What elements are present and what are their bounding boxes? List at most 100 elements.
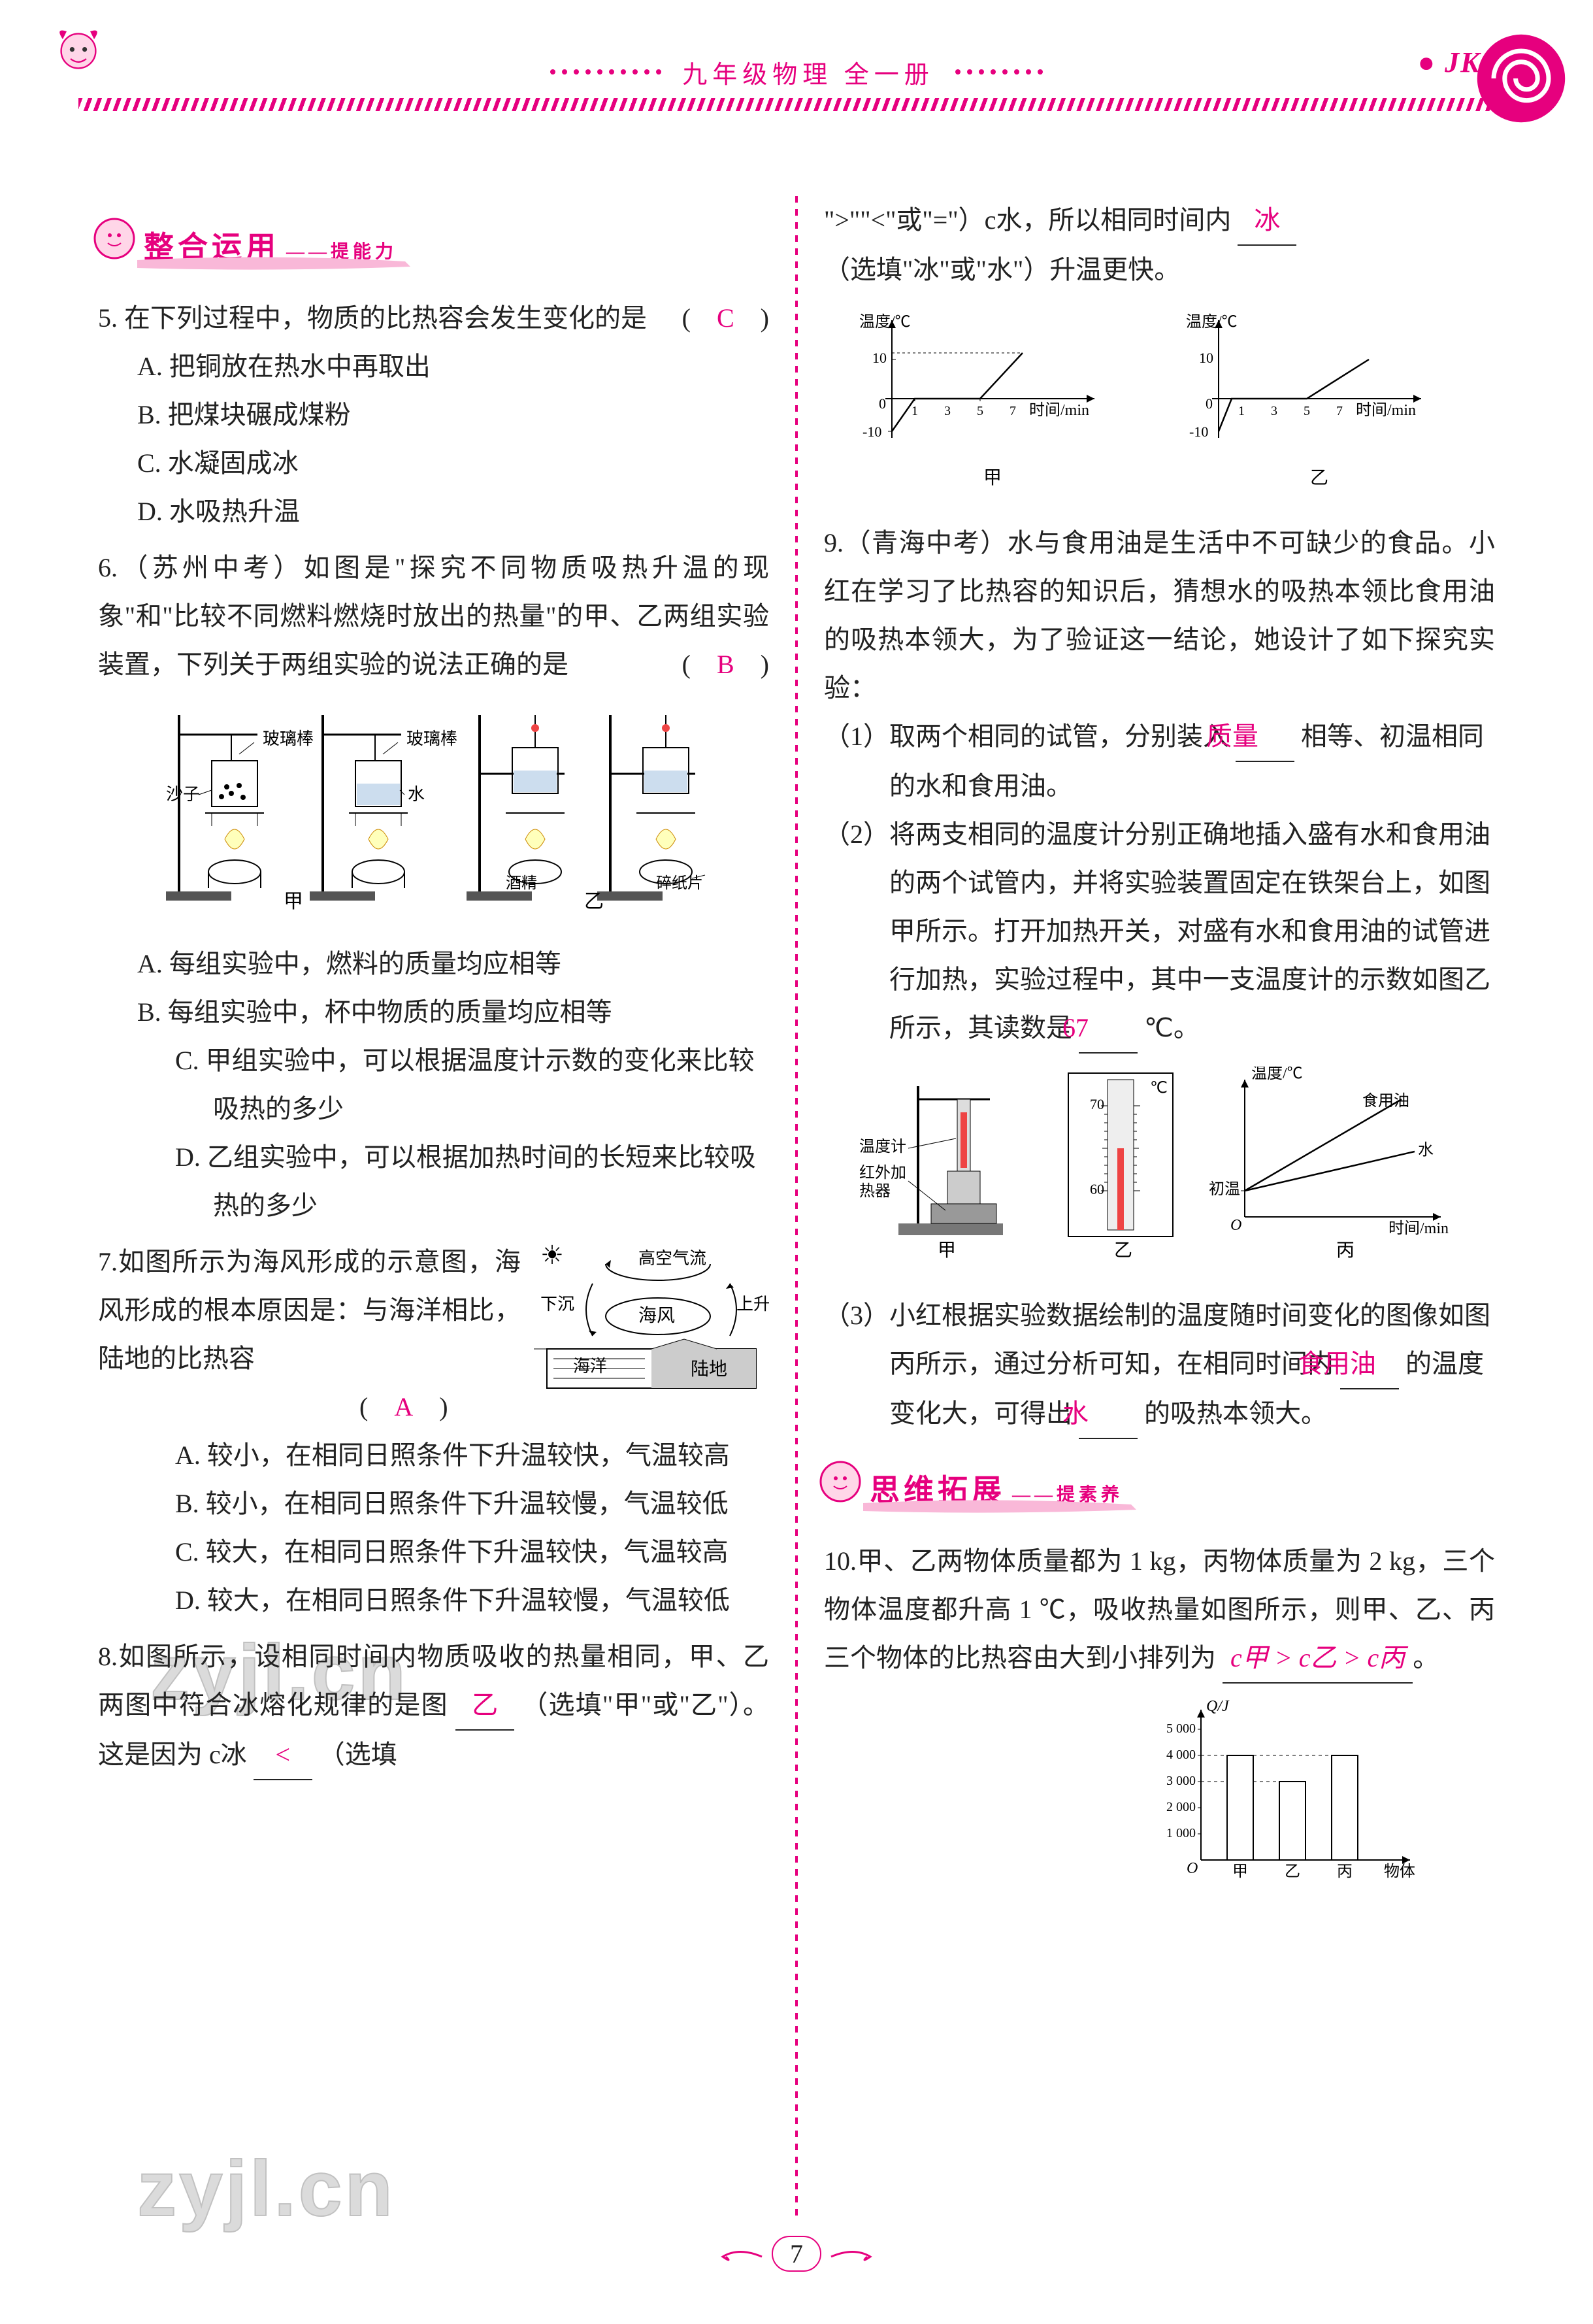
q9-figure: 温度计 红外加 热器 甲 70 60 (824, 1067, 1495, 1278)
q8-answer-3: 冰 (1238, 196, 1296, 246)
svg-text:0: 0 (1206, 395, 1213, 412)
svg-text:5 000: 5 000 (1166, 1721, 1196, 1736)
q5-stem: 在下列过程中，物质的比热容会发生变化的是 (124, 303, 647, 333)
svg-text:7: 7 (1010, 404, 1016, 418)
svg-text:温度计: 温度计 (859, 1138, 906, 1155)
q6-choice-b: B. 每组实验中，杯中物质的质量均应相等 (137, 988, 769, 1037)
q8-top-b: （选填"冰"或"水"）升温更快。 (824, 246, 1495, 294)
swoosh-underline (137, 254, 412, 273)
q9-p3-ans2: 水 (1079, 1389, 1138, 1439)
q10-number: 10. (824, 1546, 857, 1576)
q5-choice-a: A. 把铜放在热水中再取出 (137, 342, 769, 391)
swirl-right-icon (828, 2244, 880, 2270)
svg-text:初温: 初温 (1209, 1180, 1240, 1198)
q6-figure: 玻璃棒 沙子 玻璃棒 (98, 702, 769, 927)
q7-choice-a: A. 较小，在相同日照条件下升温较快，气温较高 (175, 1431, 769, 1480)
section-badge-icon (91, 216, 137, 261)
right-column: ">""<"或"="）c水，所以相同时间内 冰 （选填"冰"或"水"）升温更快。… (804, 196, 1515, 2222)
svg-text:时间/min: 时间/min (1356, 401, 1416, 419)
svg-text:物体: 物体 (1384, 1863, 1415, 1880)
section-header-integration: 整合运用——提能力 (98, 216, 769, 274)
q10-ans: c甲 > c乙 > c丙 (1223, 1634, 1413, 1684)
svg-text:1: 1 (1238, 404, 1245, 418)
svg-text:温度/℃: 温度/℃ (1251, 1067, 1303, 1082)
svg-text:5: 5 (1304, 404, 1310, 418)
q10-stem-b: 。 (1413, 1643, 1439, 1672)
svg-text:酒精: 酒精 (506, 874, 537, 892)
q8-top-a: ">""<"或"="）c水，所以相同时间内 (824, 205, 1231, 235)
q8-answer-1: 乙 (455, 1681, 514, 1731)
svg-text:3 000: 3 000 (1166, 1774, 1196, 1788)
svg-text:3: 3 (1271, 404, 1277, 418)
q9-p3-ans1: 食用油 (1340, 1340, 1399, 1389)
svg-text:海洋: 海洋 (573, 1357, 607, 1376)
svg-text:-10: -10 (862, 423, 881, 440)
svg-text:0: 0 (879, 395, 886, 412)
q6-choice-d: D. 乙组实验中，可以根据加热时间的长短来比较吸热的多少 (175, 1133, 769, 1230)
question-8-cont: ">""<"或"="）c水，所以相同时间内 冰 （选填"冰"或"水"）升温更快。… (824, 196, 1495, 506)
svg-text:高空气流: 高空气流 (638, 1249, 706, 1268)
q6-choice-c: C. 甲组实验中，可以根据温度计示数的变化来比较吸热的多少 (175, 1037, 769, 1133)
q7-number: 7. (98, 1247, 118, 1276)
svg-text:O: O (1230, 1217, 1241, 1234)
q5-choice-c: C. 水凝固成冰 (137, 439, 769, 488)
svg-text:60: 60 (1090, 1181, 1104, 1197)
svg-text:时间/min: 时间/min (1029, 401, 1089, 419)
svg-text:甲: 甲 (284, 891, 303, 911)
q7-figure: ☀ 高空气流 下沉 上升 海风 海洋 陆地 (534, 1244, 769, 1417)
q6-source: （苏州中考） (118, 553, 304, 582)
svg-text:70: 70 (1090, 1096, 1104, 1112)
svg-text:乙: 乙 (1310, 468, 1328, 488)
svg-text:Q/J: Q/J (1206, 1698, 1230, 1715)
svg-text:-10: -10 (1189, 423, 1208, 440)
column-divider (795, 196, 798, 2222)
q6-answer: B (717, 650, 734, 679)
question-8: 8.如图所示，设相同时间内物质吸收的热量相同，甲、乙两图中符合冰熔化规律的是图 … (98, 1633, 769, 1780)
svg-text:乙: 乙 (1285, 1863, 1300, 1880)
page-header: 九年级物理 全一册 ● JK ● (78, 52, 1515, 170)
svg-text:丙: 丙 (1337, 1863, 1353, 1880)
page-number: 7 (772, 2236, 821, 2272)
svg-text:下沉: 下沉 (540, 1295, 574, 1314)
question-10: 10.甲、乙两物体质量都为 1 kg，丙物体质量为 2 kg，三个物体温度都升高… (824, 1537, 1495, 1908)
svg-text:温度/℃: 温度/℃ (859, 313, 911, 331)
q7-choice-b: B. 较小，在相同日照条件下升温较慢，气温较低 (175, 1480, 769, 1528)
section-badge-icon (817, 1459, 863, 1504)
q8-number: 8. (98, 1642, 118, 1671)
section-header-extension: 思维拓展——提素养 (824, 1459, 1495, 1518)
question-6: 6.（苏州中考）如图是"探究不同物质吸热升温的现象"和"比较不同燃料燃烧时放出的… (98, 544, 769, 1230)
q10-figure: Q/J 物体 1 000 2 000 3 000 4 000 5 000 (824, 1697, 1495, 1908)
svg-text:甲: 甲 (1232, 1863, 1248, 1880)
q5-answer: C (717, 303, 734, 333)
svg-text:食用油: 食用油 (1362, 1092, 1409, 1110)
q6-choice-a: A. 每组实验中，燃料的质量均应相等 (137, 940, 769, 988)
svg-text:O: O (1187, 1860, 1198, 1877)
svg-text:☀: ☀ (540, 1244, 564, 1270)
svg-text:1: 1 (911, 404, 918, 418)
svg-text:水: 水 (408, 785, 425, 804)
q8-answer-2: < (254, 1731, 312, 1780)
content-columns: 整合运用——提能力 5. 在下列过程中，物质的比热容会发生变化的是 ( C ) … (78, 196, 1515, 2222)
svg-text:10: 10 (872, 350, 887, 366)
svg-text:玻璃棒: 玻璃棒 (406, 729, 457, 748)
q9-p2-ans: 67 (1079, 1004, 1138, 1054)
svg-text:水: 水 (1418, 1141, 1434, 1159)
page-footer: 7 (0, 2236, 1593, 2272)
swirl-left-icon (713, 2244, 765, 2270)
svg-text:沙子: 沙子 (166, 785, 200, 804)
q9-source: （青海中考） (844, 528, 1008, 557)
q8-figure: 温度/℃ 时间/min 10 0 -10 1357 甲 (824, 307, 1495, 506)
svg-text:10: 10 (1199, 350, 1213, 366)
svg-text:乙: 乙 (584, 891, 604, 911)
q9-p2b: ℃。 (1144, 1013, 1200, 1042)
svg-text:甲: 甲 (983, 468, 1002, 488)
q5-choice-b: B. 把煤块碾成煤粉 (137, 391, 769, 439)
q7-stem: 如图所示为海风形成的示意图，海风形成的根本原因是：与海洋相比，陆地的比热容 (98, 1247, 521, 1373)
svg-text:甲: 甲 (938, 1240, 956, 1261)
svg-text:5: 5 (977, 404, 983, 418)
svg-text:2 000: 2 000 (1166, 1800, 1196, 1814)
spiral-icon (1475, 33, 1567, 124)
question-9: 9.（青海中考）水与食用油是生活中不可缺少的食品。小红在学习了比热容的知识后，猜… (824, 519, 1495, 1439)
svg-text:玻璃棒: 玻璃棒 (263, 729, 314, 748)
svg-text:乙: 乙 (1114, 1240, 1132, 1261)
